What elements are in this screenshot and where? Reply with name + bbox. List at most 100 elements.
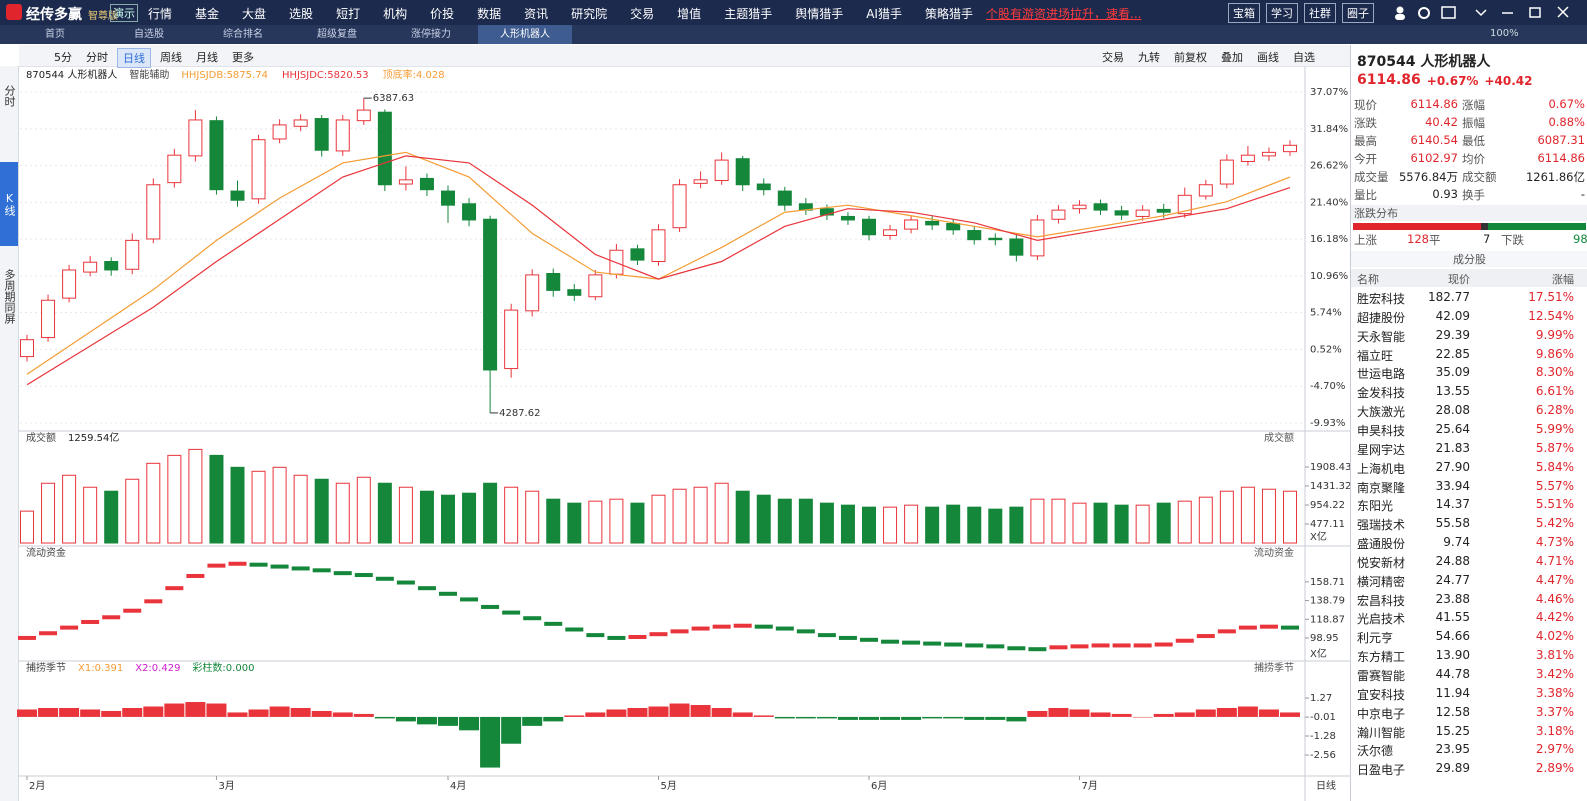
period[interactable]: 周线 xyxy=(160,51,182,64)
menu-item[interactable]: 选股 xyxy=(289,7,314,21)
y-tick-label: 0.52% xyxy=(1310,344,1342,355)
period[interactable]: 分时 xyxy=(86,51,108,64)
menu-item[interactable]: 策略猎手 xyxy=(924,7,973,21)
tool[interactable]: 叠加 xyxy=(1221,51,1243,64)
flow-mark xyxy=(1133,643,1152,648)
constituent-row[interactable]: 利元亨 54.66 4.02% xyxy=(1351,627,1587,645)
period[interactable]: 月线 xyxy=(196,51,218,64)
constituent-row[interactable]: 上海机电 27.90 5.84% xyxy=(1351,458,1587,476)
flow-mark xyxy=(691,626,710,631)
tool[interactable]: 九转 xyxy=(1138,51,1160,64)
restore-icon[interactable] xyxy=(1529,7,1541,18)
candle-body xyxy=(1072,204,1087,210)
candle-body xyxy=(1156,208,1171,213)
tab[interactable]: 自选股 xyxy=(134,29,164,40)
volume-bar xyxy=(419,490,434,544)
tab[interactable]: 综合排名 xyxy=(223,29,263,40)
top-button[interactable]: 圈子 xyxy=(1342,3,1374,23)
layout-icon[interactable] xyxy=(1441,6,1456,19)
constituent-row[interactable]: 光启技术 41.55 4.42% xyxy=(1351,608,1587,626)
tabs: 首页 自选股 综合排名 超级复盘 涨停接力 人形机器人 xyxy=(8,25,572,44)
constituent-row[interactable]: 胜宏科技 182.77 17.51% xyxy=(1351,288,1587,306)
constituent-row[interactable]: 雷赛智能 44.78 3.42% xyxy=(1351,665,1587,683)
osc-bar xyxy=(711,707,732,717)
constituent-row[interactable]: 超捷股份 42.09 12.54% xyxy=(1351,307,1587,325)
menu-item[interactable]: 行情 xyxy=(148,7,173,21)
tool[interactable]: 交易 xyxy=(1102,51,1124,64)
tab[interactable]: 超级复盘 xyxy=(317,29,357,40)
tab[interactable]: 人形机器人 xyxy=(478,25,572,44)
constituent-row[interactable]: 横河精密 24.77 4.47% xyxy=(1351,571,1587,589)
volume-bar xyxy=(62,474,77,544)
constituent-row[interactable]: 宏昌科技 23.88 4.46% xyxy=(1351,590,1587,608)
flow-mark xyxy=(312,568,331,573)
constituent-row[interactable]: 宜安科技 11.94 3.38% xyxy=(1351,684,1587,702)
menu-item[interactable]: 增值 xyxy=(677,7,702,21)
menu-item[interactable]: 研究院 xyxy=(571,7,608,21)
osc-bar xyxy=(1027,710,1048,717)
menu-item[interactable]: 短打 xyxy=(336,7,361,21)
constituent-row[interactable]: 沃尔德 23.95 2.97% xyxy=(1351,740,1587,758)
quote-value: 0.93 xyxy=(1432,187,1458,201)
y-tick-label: 138.79 xyxy=(1310,596,1345,607)
menu-item[interactable]: AI猎手 xyxy=(866,7,902,21)
top-button[interactable]: 社群 xyxy=(1304,3,1336,23)
close-icon[interactable] xyxy=(1557,6,1569,18)
menu-item[interactable]: 交易 xyxy=(630,7,655,21)
candle-body xyxy=(925,220,940,226)
collapse-icon[interactable] xyxy=(1475,9,1487,17)
settings-icon[interactable] xyxy=(1418,7,1430,19)
menu-item[interactable]: 基金 xyxy=(195,7,220,21)
zoom[interactable]: 100% xyxy=(1490,28,1519,39)
constituent-row[interactable]: 南京聚隆 33.94 5.57% xyxy=(1351,477,1587,495)
side-tab[interactable]: K线 xyxy=(0,162,18,246)
tool[interactable]: 画线 xyxy=(1257,51,1279,64)
menu-item[interactable]: 主题猎手 xyxy=(724,7,773,21)
breadth-bar xyxy=(1353,223,1586,230)
constituent-row[interactable]: 星网宇达 21.83 5.87% xyxy=(1351,439,1587,457)
flow-mark xyxy=(186,573,205,578)
flow-mark xyxy=(965,643,984,648)
flow-mark xyxy=(923,641,942,646)
user-icon[interactable] xyxy=(1396,6,1404,14)
menu-item[interactable]: 大盘 xyxy=(242,7,267,21)
constituent-row[interactable]: 大族激光 28.08 6.28% xyxy=(1351,401,1587,419)
y-tick-label: -2.56 xyxy=(1310,750,1336,761)
menu-item[interactable]: 价投 xyxy=(430,7,455,21)
menu-item[interactable]: 机构 xyxy=(383,7,408,21)
menu-item[interactable]: 舆情猎手 xyxy=(795,7,844,21)
tool[interactable]: 前复权 xyxy=(1174,51,1207,64)
osc-bar xyxy=(248,709,269,717)
period[interactable]: 5分 xyxy=(54,51,72,64)
constituent-row[interactable]: 日盈电子 29.89 2.89% xyxy=(1351,759,1587,777)
logo[interactable]: 经传多赢 xyxy=(26,7,82,23)
notice[interactable]: 个股有游资进场拉升，速看... xyxy=(986,7,1142,21)
constituent-row[interactable]: 东阳光 14.37 5.51% xyxy=(1351,495,1587,513)
tab[interactable]: 首页 xyxy=(45,29,65,40)
constituent-row[interactable]: 瀚川智能 15.25 3.18% xyxy=(1351,722,1587,740)
menu-item[interactable]: 数据 xyxy=(477,7,502,21)
period[interactable]: 日线 xyxy=(117,48,151,68)
flow-mark xyxy=(228,561,247,566)
constituent-row[interactable]: 天永智能 29.39 9.99% xyxy=(1351,326,1587,344)
top-button[interactable]: 学习 xyxy=(1266,3,1298,23)
constituent-row[interactable]: 东方精工 13.90 3.81% xyxy=(1351,646,1587,664)
breadth-segment xyxy=(1488,223,1586,230)
top-button[interactable]: 宝箱 xyxy=(1228,3,1260,23)
side-tab[interactable]: 分时 xyxy=(3,85,16,107)
mode-badge[interactable]: 演示 xyxy=(110,4,138,22)
period[interactable]: 更多 xyxy=(232,51,254,64)
stock-change: 4.42% xyxy=(1535,610,1574,625)
constituent-row[interactable]: 申昊科技 25.64 5.99% xyxy=(1351,420,1587,438)
tool[interactable]: 自选 xyxy=(1293,51,1315,64)
side-tab[interactable]: 多周期同屏 xyxy=(3,268,16,324)
constituent-row[interactable]: 悦安新材 24.88 4.71% xyxy=(1351,552,1587,570)
constituent-row[interactable]: 福立旺 22.85 9.86% xyxy=(1351,345,1587,363)
constituent-row[interactable]: 世运电路 35.09 8.30% xyxy=(1351,363,1587,381)
menu-item[interactable]: 资讯 xyxy=(524,7,549,21)
constituent-row[interactable]: 中京电子 12.58 3.37% xyxy=(1351,703,1587,721)
constituent-row[interactable]: 盛通股份 9.74 4.73% xyxy=(1351,533,1587,551)
tab[interactable]: 涨停接力 xyxy=(411,29,451,40)
constituent-row[interactable]: 强瑞技术 55.58 5.42% xyxy=(1351,514,1587,532)
constituent-row[interactable]: 金发科技 13.55 6.61% xyxy=(1351,382,1587,400)
